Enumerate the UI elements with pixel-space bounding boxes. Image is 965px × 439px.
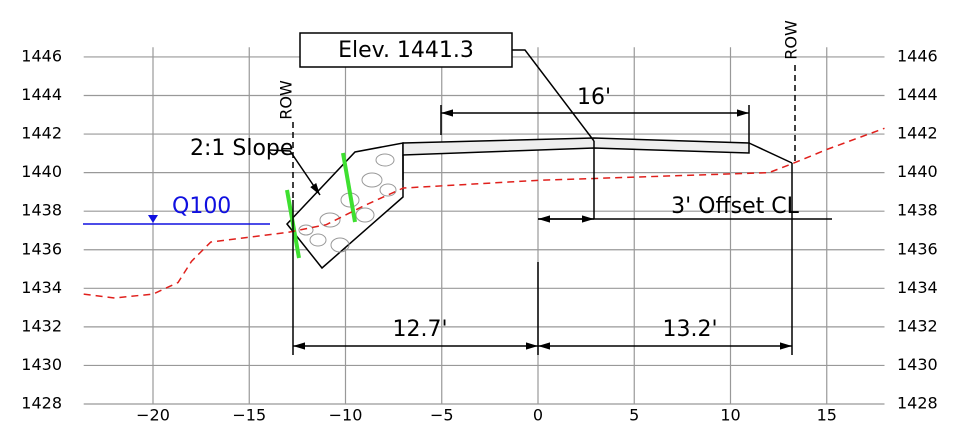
row-label: ROW <box>782 20 801 60</box>
y-tick-label: 1446 <box>897 46 938 65</box>
y-tick-label: 1442 <box>897 124 938 143</box>
y-tick-label: 1446 <box>21 46 62 65</box>
dim-label: 13.2' <box>662 317 717 342</box>
offset-label: 3' Offset CL <box>671 194 799 219</box>
y-tick-label: 1440 <box>897 162 938 181</box>
x-tick-label: −10 <box>329 406 363 425</box>
dim-label: 12.7' <box>392 317 447 342</box>
x-tick-label: −15 <box>232 406 266 425</box>
elev-label: Elev. 1441.3 <box>338 38 474 63</box>
elev-box <box>299 32 513 68</box>
road <box>402 137 750 156</box>
q100-label: Q100 <box>172 194 231 219</box>
y-tick-label: 1432 <box>897 316 938 335</box>
row-label: ROW <box>277 80 296 120</box>
y-tick-label: 1434 <box>21 278 62 297</box>
y-tick-label: 1444 <box>21 85 62 104</box>
slope-label: 2:1 Slope <box>190 136 293 161</box>
x-tick-label: 0 <box>533 406 543 425</box>
x-tick-label: 5 <box>629 406 639 425</box>
y-tick-label: 1430 <box>897 355 938 374</box>
y-tick-label: 1436 <box>21 239 62 258</box>
grid: 1428 1428 1430 1430 1432 1432 1434 1434 1436 1436… <box>21 46 937 424</box>
y-tick-label: 1436 <box>897 239 938 258</box>
y-tick-label: 1428 <box>21 394 62 413</box>
y-tick-label: 1430 <box>21 355 62 374</box>
y-tick-label: 1432 <box>21 316 62 335</box>
riprap-stones <box>298 153 397 253</box>
y-tick-label: 1438 <box>21 201 62 220</box>
y-tick-label: 1438 <box>897 201 938 220</box>
road-slope <box>748 142 793 164</box>
plot <box>83 127 885 299</box>
y-tick-label: 1434 <box>897 278 938 297</box>
x-tick-label: 15 <box>817 406 837 425</box>
ground-line <box>83 127 885 299</box>
green-marker <box>341 152 357 223</box>
x-tick-label: −5 <box>430 406 454 425</box>
x-tick-label: 10 <box>720 406 740 425</box>
y-tick-label: 1444 <box>897 85 938 104</box>
dim-label: 16' <box>577 85 611 110</box>
x-tick-label: −20 <box>136 406 170 425</box>
leader <box>269 149 321 196</box>
y-tick-label: 1428 <box>897 394 938 413</box>
water-symbol <box>148 215 158 223</box>
y-tick-label: 1442 <box>21 124 62 143</box>
y-tick-label: 1440 <box>21 162 62 181</box>
